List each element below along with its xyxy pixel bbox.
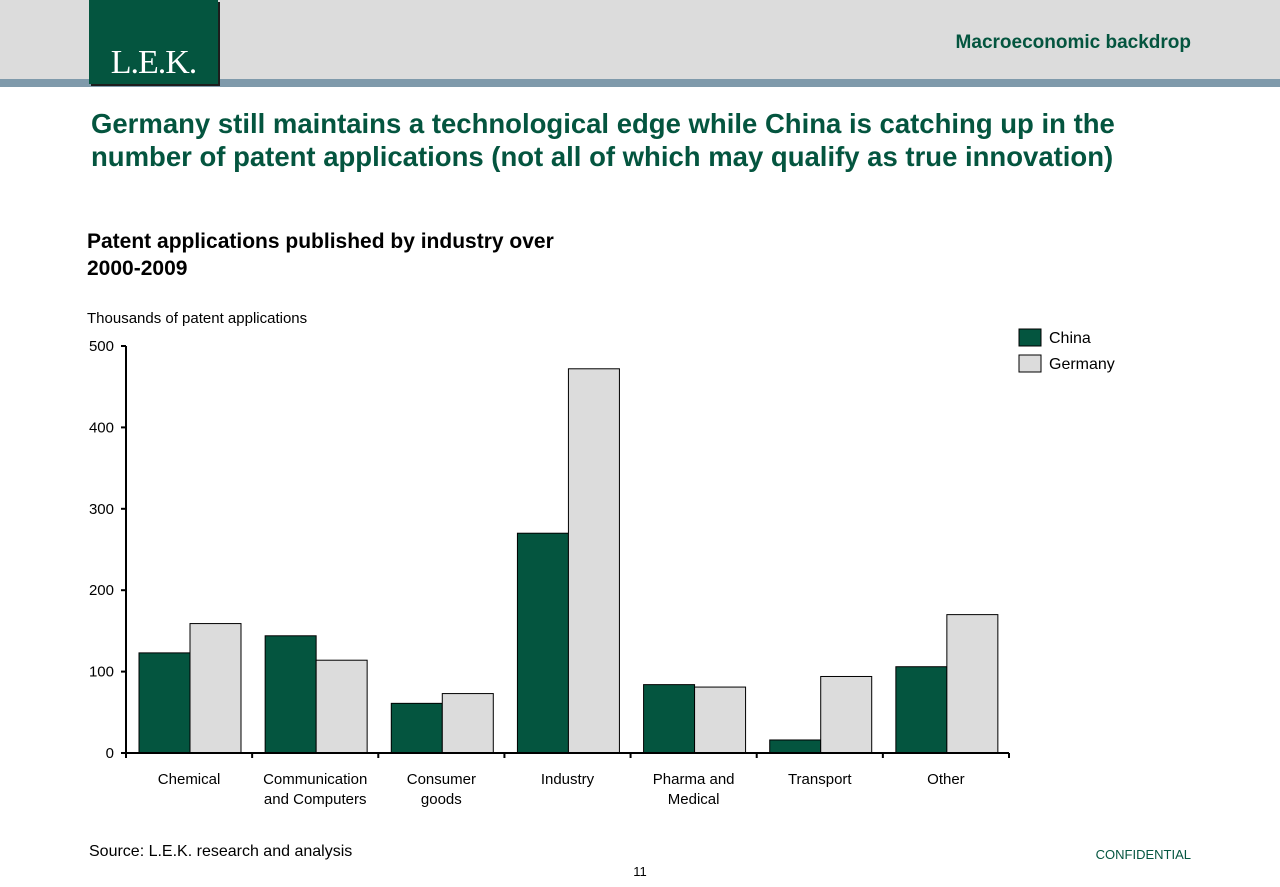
logo-text: L.E.K. xyxy=(110,44,198,81)
legend-label-germany: Germany xyxy=(1049,356,1115,373)
x-tick-label: Medical xyxy=(668,791,720,808)
x-tick-label: Pharma and xyxy=(653,771,735,788)
bar-germany-transport xyxy=(820,675,873,754)
y-tick-label: 100 xyxy=(89,664,114,681)
page-number: 11 xyxy=(633,864,647,879)
bar-china-chemical xyxy=(138,652,191,754)
y-tick-label: 300 xyxy=(89,501,114,518)
bar-germany-communication-and-computers xyxy=(315,659,368,754)
y-tick-label: 200 xyxy=(89,582,114,599)
y-tick-label: 400 xyxy=(89,419,114,436)
y-tick-label: 0 xyxy=(106,745,114,762)
x-tick-label: and Computers xyxy=(264,791,367,808)
legend-swatch-germany xyxy=(1018,354,1042,373)
section-label: Macroeconomic backdrop xyxy=(955,32,1191,53)
bar-china-other xyxy=(895,666,948,754)
x-tick-label: Industry xyxy=(541,771,595,788)
y-tick-label: 500 xyxy=(89,338,114,355)
legend-label-china: China xyxy=(1049,330,1091,347)
x-tick-label: Other xyxy=(927,771,965,788)
bar-germany-industry xyxy=(567,368,620,754)
bar-china-industry xyxy=(516,532,569,754)
x-tick-label: goods xyxy=(421,791,462,808)
x-tick-label: Consumer xyxy=(407,771,476,788)
bar-germany-chemical xyxy=(189,623,242,754)
x-tick-label: Communication xyxy=(263,771,367,788)
bar-germany-consumer-goods xyxy=(441,693,494,754)
bar-china-communication-and-computers xyxy=(264,635,317,754)
bar-china-consumer-goods xyxy=(390,702,443,754)
confidential-label: CONFIDENTIAL xyxy=(1095,847,1191,862)
x-tick-label: Transport xyxy=(788,771,852,788)
bar-china-transport xyxy=(769,739,822,754)
bar-china-pharma-and-medical xyxy=(643,684,696,754)
x-tick-label: Chemical xyxy=(158,771,221,788)
legend-swatch-china xyxy=(1018,328,1042,347)
slide-headline: Germany still maintains a technological … xyxy=(91,108,1115,172)
source-note: Source: L.E.K. research and analysis xyxy=(89,843,353,860)
header-accent-line xyxy=(0,79,1280,87)
chart-title: Patent applications published by industr… xyxy=(87,230,554,280)
bar-germany-other xyxy=(946,614,999,754)
bar-germany-pharma-and-medical xyxy=(694,686,747,754)
company-logo: L.E.K. xyxy=(89,0,218,84)
chart-y-axis-label: Thousands of patent applications xyxy=(87,310,308,327)
